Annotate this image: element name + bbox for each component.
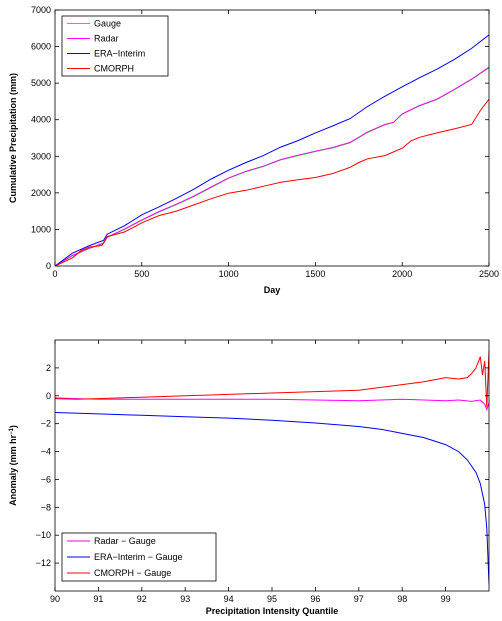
y-tick-label: 1000 <box>31 224 51 234</box>
y-axis-label-superscript: −1 <box>9 427 15 435</box>
x-tick-label: 500 <box>134 269 149 279</box>
x-tick-label: 2500 <box>479 269 499 279</box>
legend-entry: Gauge <box>94 19 121 29</box>
ticks: 0 500 1000 1500 2000 2500 0 1000 2000 3000 4000 500… <box>31 5 499 279</box>
y-axis-label: Cumulative Precipitation (mm) <box>8 73 18 203</box>
series-line-cmorph-gauge <box>55 351 489 407</box>
x-tick-label: 2000 <box>392 269 412 279</box>
y-tick-label: −10 <box>36 530 51 540</box>
x-tick-label: 96 <box>310 594 320 604</box>
series-line-era-interim-gauge <box>55 412 489 585</box>
series-line-cmorph <box>55 98 489 266</box>
legend-entry: ERA−Interim <box>94 49 145 59</box>
legend-entry: Radar <box>94 34 119 44</box>
axes-frame <box>54 9 490 267</box>
legend-entry: CMORPH − Gauge <box>94 568 171 578</box>
y-axis-label-end: ) <box>8 425 18 428</box>
y-tick-label: −2 <box>41 419 51 429</box>
y-tick-label: 4000 <box>31 115 51 125</box>
y-tick-label: 6000 <box>31 42 51 52</box>
y-tick-label: −4 <box>41 447 51 457</box>
x-tick-label: 1000 <box>219 269 239 279</box>
x-tick-label: 90 <box>50 594 60 604</box>
legend: Radar − Gauge ERA−Interim − Gauge CMORPH −… <box>61 532 217 582</box>
y-tick-label: 0 <box>46 261 51 271</box>
y-tick-label: 2000 <box>31 188 51 198</box>
y-tick-label: 5000 <box>31 78 51 88</box>
plot-area <box>55 34 489 266</box>
series-line-radar-gauge <box>55 397 489 412</box>
x-tick-label: 94 <box>224 594 234 604</box>
y-tick-label: −12 <box>36 558 51 568</box>
y-tick-label: 2 <box>46 363 51 373</box>
y-tick-label: 7000 <box>31 5 51 15</box>
series-line-era-interim <box>55 34 489 266</box>
cumulative-precipitation-chart: 0 500 1000 1500 2000 2500 0 1000 2000 3000 4000 500… <box>8 5 499 295</box>
y-axis-label-main: Anomaly (mm hr <box>8 434 18 506</box>
series-line-gauge <box>55 67 489 266</box>
x-tick-label: 0 <box>52 269 57 279</box>
series-line-radar <box>55 66 489 266</box>
x-tick-label: 91 <box>93 594 103 604</box>
legend-entry: CMORPH <box>94 64 134 74</box>
y-tick-label: 3000 <box>31 151 51 161</box>
x-tick-label: 97 <box>354 594 364 604</box>
legend-entry: Radar − Gauge <box>94 536 156 546</box>
legend: Gauge Radar ERA−Interim CMORPH <box>61 15 169 77</box>
x-tick-label: 92 <box>137 594 147 604</box>
y-tick-label: −8 <box>41 502 51 512</box>
x-tick-label: 95 <box>267 594 277 604</box>
x-axis-label: Precipitation Intensity Quantile <box>206 606 339 616</box>
x-tick-label: 93 <box>180 594 190 604</box>
x-tick-label: 99 <box>441 594 451 604</box>
x-tick-label: 1500 <box>305 269 325 279</box>
legend-entry: ERA−Interim − Gauge <box>94 552 183 562</box>
plot-area <box>55 351 489 585</box>
ticks: 90 91 92 93 94 95 96 97 98 99 −12 −10 −8 −6 −4 −2 0 2 <box>36 340 489 604</box>
anomaly-chart: 90 91 92 93 94 95 96 97 98 99 −12 −10 −8 −6 −4 −2 0 2 Pre… <box>8 339 490 616</box>
x-tick-label: 98 <box>397 594 407 604</box>
legend-box <box>61 15 169 77</box>
x-axis-label: Day <box>264 285 281 295</box>
y-tick-label: 0 <box>46 391 51 401</box>
y-tick-label: −6 <box>41 474 51 484</box>
y-axis-label: Anomaly (mm hr−1) <box>8 425 18 506</box>
